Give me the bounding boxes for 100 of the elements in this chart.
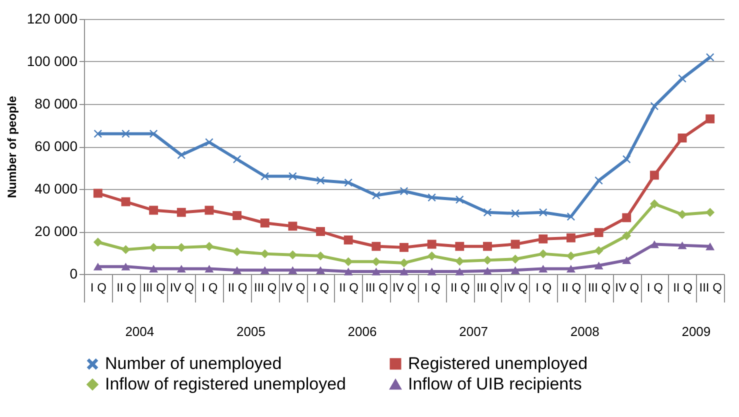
point bbox=[149, 206, 158, 215]
point bbox=[344, 178, 352, 187]
text: 2006 bbox=[348, 324, 377, 339]
point bbox=[650, 102, 658, 110]
x-tick-label: III Q bbox=[142, 280, 166, 294]
text: 2004 bbox=[125, 324, 154, 339]
point bbox=[260, 266, 270, 274]
text: 2007 bbox=[459, 324, 488, 339]
point bbox=[650, 199, 659, 208]
x-tick-label: I Q bbox=[90, 280, 106, 294]
point bbox=[150, 130, 158, 138]
point bbox=[483, 256, 492, 265]
point bbox=[204, 206, 214, 215]
point bbox=[594, 262, 604, 270]
point bbox=[288, 222, 298, 231]
x-tick-label: III Q bbox=[699, 280, 722, 294]
point bbox=[316, 227, 325, 236]
point bbox=[372, 191, 380, 200]
x-tick-label: II Q bbox=[450, 280, 470, 294]
x-tick-label: IV Q bbox=[170, 280, 194, 294]
x-tick-label: IV Q bbox=[281, 280, 306, 294]
point bbox=[121, 245, 130, 254]
point bbox=[566, 233, 576, 242]
point bbox=[428, 193, 436, 202]
point bbox=[400, 258, 408, 268]
point bbox=[316, 251, 325, 260]
x-tick-label: I Q bbox=[202, 280, 218, 294]
legend-label: Inflow of registered unemployed bbox=[105, 374, 346, 394]
legend-label: Inflow of UIB recipients bbox=[408, 374, 582, 394]
point bbox=[455, 242, 464, 251]
point bbox=[93, 262, 102, 270]
point bbox=[94, 130, 102, 138]
x-tick-label: I Q bbox=[313, 280, 330, 294]
point bbox=[260, 172, 269, 180]
point bbox=[678, 74, 686, 83]
x-tick-label: I Q bbox=[424, 280, 440, 294]
point bbox=[232, 211, 242, 220]
x-tick-label: II Q bbox=[673, 280, 692, 294]
point bbox=[678, 210, 687, 219]
point bbox=[706, 208, 715, 217]
point bbox=[427, 240, 436, 249]
x-tick-label: II Q bbox=[562, 280, 582, 294]
point bbox=[288, 266, 298, 274]
point bbox=[706, 242, 715, 250]
point bbox=[539, 208, 548, 216]
x-tick-label: III Q bbox=[365, 280, 388, 294]
point bbox=[121, 197, 130, 206]
point bbox=[456, 196, 464, 204]
y-tick-label: 80 000 bbox=[34, 96, 78, 112]
x-tick-label: III Q bbox=[588, 280, 611, 294]
x-tick-label: II Q bbox=[116, 280, 136, 294]
point bbox=[260, 218, 270, 228]
point bbox=[538, 234, 548, 244]
point bbox=[316, 266, 325, 274]
point bbox=[511, 209, 520, 218]
y-tick-label: 100 000 bbox=[26, 53, 78, 69]
point bbox=[510, 266, 520, 274]
x-tick-label: I Q bbox=[536, 280, 552, 294]
y-tick-label: 120 000 bbox=[26, 10, 78, 26]
x-tick-label: IV Q bbox=[615, 280, 640, 294]
text: 2009 bbox=[682, 324, 711, 339]
point bbox=[427, 268, 436, 276]
point bbox=[177, 150, 186, 160]
point bbox=[176, 208, 186, 217]
x-tick-label: I Q bbox=[646, 280, 663, 294]
point bbox=[566, 264, 576, 273]
point bbox=[538, 264, 548, 273]
x-tick-label: II Q bbox=[339, 280, 359, 294]
point bbox=[483, 242, 492, 251]
x-tick-label: IV Q bbox=[392, 280, 417, 294]
y-axis-title: Number of people bbox=[4, 96, 19, 198]
point bbox=[483, 208, 492, 216]
y-tick-label: 20 000 bbox=[34, 223, 78, 239]
x-tick-label: IV Q bbox=[504, 280, 528, 294]
point bbox=[622, 231, 632, 240]
point bbox=[93, 188, 102, 198]
x-tick-label: III Q bbox=[254, 280, 277, 294]
text: 2008 bbox=[570, 324, 600, 339]
point bbox=[400, 187, 408, 196]
point bbox=[678, 134, 687, 142]
point bbox=[344, 236, 353, 244]
y-tick-label: 60 000 bbox=[34, 138, 78, 154]
point bbox=[650, 240, 659, 248]
point bbox=[594, 228, 604, 238]
point bbox=[372, 242, 381, 251]
text: 2005 bbox=[236, 324, 266, 339]
point bbox=[400, 242, 408, 252]
point bbox=[622, 213, 632, 222]
point bbox=[594, 246, 604, 256]
legend-label: Registered unemployed bbox=[408, 354, 588, 373]
point bbox=[372, 268, 381, 276]
point bbox=[622, 155, 631, 164]
point bbox=[510, 240, 520, 249]
point bbox=[427, 251, 436, 260]
point bbox=[566, 212, 575, 221]
point bbox=[232, 266, 242, 274]
point bbox=[706, 53, 714, 62]
point bbox=[121, 262, 130, 270]
point bbox=[678, 241, 687, 250]
point bbox=[93, 238, 102, 247]
